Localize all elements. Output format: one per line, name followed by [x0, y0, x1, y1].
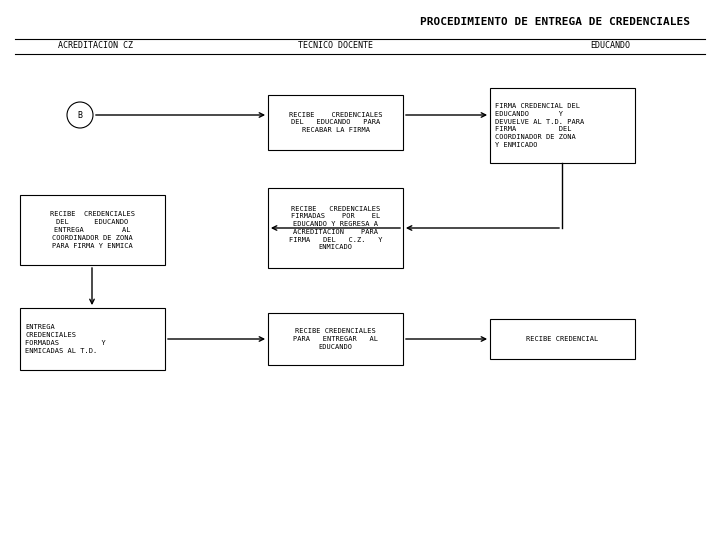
Text: PROCEDIMIENTO DE ENTREGA DE CREDENCIALES: PROCEDIMIENTO DE ENTREGA DE CREDENCIALES	[420, 17, 690, 27]
Text: RECIBE  CREDENCIALES
DEL      EDUCANDO
ENTREGA         AL
COORDINADOR DE ZONA
PA: RECIBE CREDENCIALES DEL EDUCANDO ENTREGA…	[50, 212, 135, 248]
Bar	[268, 95, 403, 150]
Bar	[268, 188, 403, 268]
Text: RECIBE    CREDENCIALES
DEL   EDUCANDO   PARA
RECABAR LA FIRMA: RECIBE CREDENCIALES DEL EDUCANDO PARA RE…	[289, 112, 382, 133]
Text: B: B	[78, 111, 83, 119]
Text: EDUCANDO: EDUCANDO	[590, 40, 630, 50]
Text: ACREDITACION CZ: ACREDITACION CZ	[58, 40, 132, 50]
Text: RECIBE   CREDENCIALES
FIRMADAS    POR    EL
EDUCANDO Y REGRESA A
ACREDITACION   : RECIBE CREDENCIALES FIRMADAS POR EL EDUC…	[289, 206, 382, 251]
Text: RECIBE CREDENCIAL: RECIBE CREDENCIAL	[526, 336, 598, 342]
Text: ENTREGA
CREDENCIALES
FORMADAS          Y
ENMICADAS AL T.D.: ENTREGA CREDENCIALES FORMADAS Y ENMICADA…	[25, 325, 106, 354]
Bar	[490, 88, 635, 163]
Bar	[20, 308, 165, 370]
Text: RECIBE CREDENCIALES
PARA   ENTREGAR   AL
EDUCANDO: RECIBE CREDENCIALES PARA ENTREGAR AL EDU…	[293, 328, 378, 350]
Bar	[20, 195, 165, 265]
Bar	[268, 313, 403, 365]
Bar	[490, 319, 635, 359]
Text: FIRMA CREDENCIAL DEL
EDUCANDO       Y
DEVUELVE AL T.D. PARA
FIRMA          DEL
C: FIRMA CREDENCIAL DEL EDUCANDO Y DEVUELVE…	[495, 103, 584, 148]
Text: TECNICO DOCENTE: TECNICO DOCENTE	[297, 40, 372, 50]
